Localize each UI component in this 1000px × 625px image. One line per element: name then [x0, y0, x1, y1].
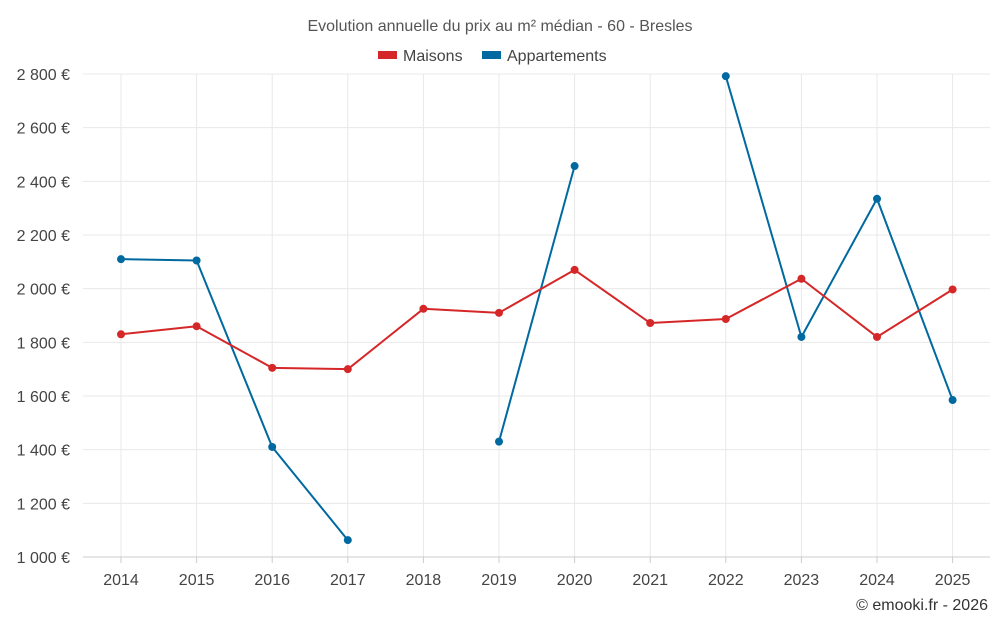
data-point — [268, 442, 277, 451]
x-tick-label: 2015 — [179, 572, 215, 589]
data-point — [646, 319, 655, 328]
data-point — [419, 304, 428, 313]
data-point — [570, 265, 579, 274]
y-tick-label: 2 600 € — [17, 121, 70, 138]
y-tick-label: 1 000 € — [17, 550, 70, 567]
x-tick-label: 2019 — [481, 572, 517, 589]
y-tick-label: 1 400 € — [17, 443, 70, 460]
x-tick-label: 2014 — [103, 572, 139, 589]
chart-title: Evolution annuelle du prix au m² médian … — [307, 18, 692, 35]
data-point — [192, 256, 201, 265]
x-axis: 2014 2015 2016 2017 2018 2019 2020 2021 2022 2023… — [103, 557, 970, 589]
data-point — [873, 332, 881, 341]
data-point — [797, 332, 806, 341]
data-point — [721, 314, 730, 323]
x-tick-label: 2020 — [557, 572, 593, 589]
series-line — [120, 268, 954, 371]
data-point — [117, 255, 125, 264]
grid-lines — [83, 73, 990, 558]
legend: Maisons Appartements — [378, 48, 607, 65]
series-appartements — [117, 72, 957, 545]
series-line — [498, 165, 576, 442]
x-tick-label: 2018 — [406, 572, 442, 589]
data-point — [495, 308, 503, 317]
x-tick-label: 2024 — [859, 572, 895, 589]
legend-item-appartements: Appartements — [482, 48, 607, 65]
data-point — [797, 274, 806, 283]
x-tick-label: 2016 — [254, 572, 290, 589]
y-tick-label: 1 800 € — [17, 335, 70, 352]
x-tick-label: 2025 — [935, 572, 971, 589]
data-point — [721, 72, 730, 81]
legend-swatch — [378, 51, 397, 59]
y-tick-label: 1 200 € — [17, 496, 70, 513]
y-tick-label: 1 600 € — [17, 389, 70, 406]
data-point — [495, 437, 503, 446]
y-tick-label: 2 800 € — [17, 67, 70, 84]
y-tick-label: 2 200 € — [17, 228, 70, 245]
data-point — [570, 162, 579, 171]
data-point — [873, 194, 881, 203]
x-tick-label: 2022 — [708, 572, 744, 589]
series-line — [724, 75, 954, 401]
y-axis: 1 000 € 1 200 € 1 400 € 1 600 € 1 800 € 2 000… — [17, 67, 70, 567]
series-maisons — [117, 265, 957, 374]
legend-swatch — [482, 51, 501, 59]
data-point — [117, 330, 125, 339]
x-tick-label: 2023 — [784, 572, 820, 589]
data-point — [343, 365, 352, 374]
x-tick-label: 2017 — [330, 572, 366, 589]
legend-label: Maisons — [403, 48, 463, 65]
credit-text: © emooki.fr - 2026 — [856, 597, 988, 614]
data-point — [268, 363, 277, 372]
y-tick-label: 2 400 € — [17, 174, 70, 191]
data-point — [343, 536, 352, 545]
x-tick-label: 2021 — [632, 572, 668, 589]
legend-label: Appartements — [507, 48, 607, 65]
data-point — [948, 396, 957, 405]
legend-item-maisons: Maisons — [378, 48, 463, 65]
series-layer — [117, 72, 957, 545]
data-point — [948, 285, 957, 294]
data-point — [192, 322, 201, 331]
y-tick-label: 2 000 € — [17, 282, 70, 299]
series-line — [120, 258, 349, 541]
